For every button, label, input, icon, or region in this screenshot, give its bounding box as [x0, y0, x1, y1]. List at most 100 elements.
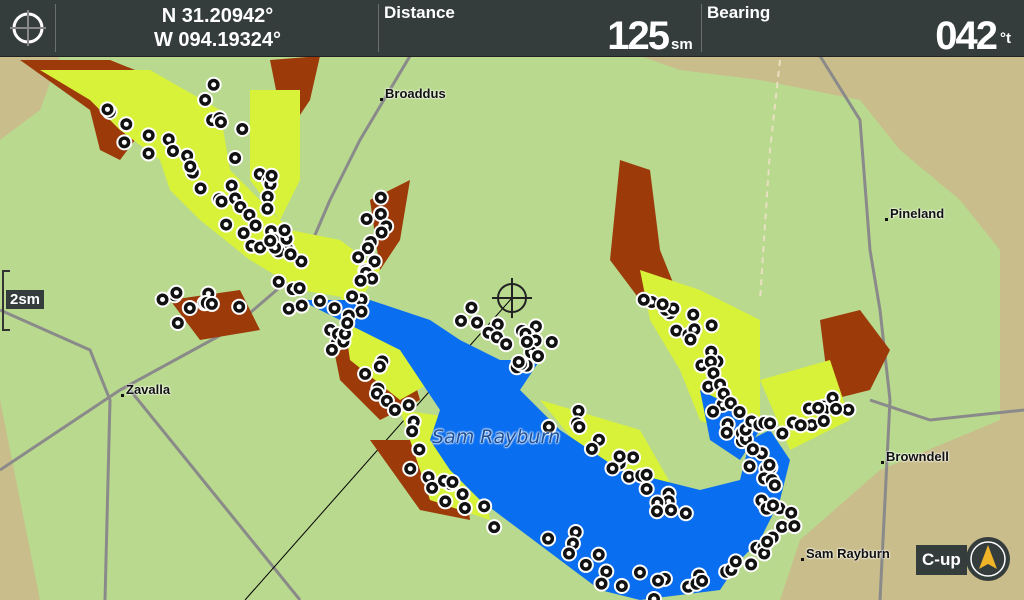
waypoint-icon[interactable] [677, 505, 694, 522]
orientation-button[interactable]: C-up [916, 545, 967, 575]
waypoint-icon[interactable] [598, 563, 615, 580]
waypoint-icon[interactable] [540, 530, 557, 547]
waypoint-icon[interactable] [358, 210, 375, 227]
waypoint-icon[interactable] [766, 477, 783, 494]
waypoint-icon[interactable] [311, 292, 328, 309]
waypoint-icon[interactable] [815, 412, 832, 429]
waypoint-icon[interactable] [625, 449, 642, 466]
waypoint-icon[interactable] [259, 200, 276, 217]
waypoint-icon[interactable] [756, 545, 773, 562]
waypoint-icon[interactable] [786, 518, 803, 535]
waypoint-icon[interactable] [276, 222, 293, 239]
waypoint-icon[interactable] [247, 217, 264, 234]
waypoint-icon[interactable] [702, 353, 719, 370]
waypoint-icon[interactable] [577, 556, 594, 573]
waypoint-icon[interactable] [510, 353, 527, 370]
waypoint-icon[interactable] [685, 306, 702, 323]
waypoint-icon[interactable] [570, 402, 587, 419]
waypoint-icon[interactable] [212, 114, 229, 131]
waypoint-icon[interactable] [741, 458, 758, 475]
waypoint-icon[interactable] [99, 101, 116, 118]
waypoint-icon[interactable] [774, 518, 791, 535]
waypoint-icon[interactable] [344, 288, 361, 305]
waypoint-icon[interactable] [654, 296, 671, 313]
waypoint-icon[interactable] [192, 180, 209, 197]
waypoint-icon[interactable] [235, 225, 252, 242]
waypoint-icon[interactable] [663, 502, 680, 519]
waypoint-icon[interactable] [648, 503, 665, 520]
waypoint-icon[interactable] [223, 177, 240, 194]
waypoint-icon[interactable] [561, 545, 578, 562]
waypoint-icon[interactable] [718, 424, 735, 441]
waypoint-icon[interactable] [613, 578, 630, 595]
waypoint-icon[interactable] [444, 474, 461, 491]
waypoint-icon[interactable] [761, 456, 778, 473]
waypoint-icon[interactable] [372, 205, 389, 222]
waypoint-icon[interactable] [372, 189, 389, 206]
waypoint-icon[interactable] [705, 365, 722, 382]
cursor-crosshair-icon[interactable] [8, 8, 48, 48]
waypoint-icon[interactable] [386, 402, 403, 419]
waypoint-icon[interactable] [234, 120, 251, 137]
waypoint-icon[interactable] [469, 314, 486, 331]
waypoint-icon[interactable] [140, 127, 157, 144]
waypoint-icon[interactable] [638, 480, 655, 497]
waypoint-icon[interactable] [259, 188, 276, 205]
waypoint-icon[interactable] [182, 158, 199, 175]
waypoint-icon[interactable] [371, 358, 388, 375]
waypoint-icon[interactable] [463, 299, 480, 316]
waypoint-icon[interactable] [703, 317, 720, 334]
waypoint-icon[interactable] [700, 378, 717, 395]
waypoint-icon[interactable] [635, 291, 652, 308]
waypoint-icon[interactable] [154, 291, 171, 308]
waypoint-icon[interactable] [197, 91, 214, 108]
waypoint-icon[interactable] [282, 246, 299, 263]
waypoint-icon[interactable] [437, 493, 454, 510]
waypoint-icon[interactable] [456, 500, 473, 517]
waypoint-icon[interactable] [590, 431, 607, 448]
waypoint-icon[interactable] [453, 312, 470, 329]
waypoint-icon[interactable] [604, 460, 621, 477]
waypoint-icon[interactable] [765, 497, 782, 514]
waypoint-icon[interactable] [486, 519, 503, 536]
waypoint-icon[interactable] [169, 314, 186, 331]
waypoint-icon[interactable] [828, 400, 845, 417]
waypoint-icon[interactable] [743, 556, 760, 573]
waypoint-icon[interactable] [621, 468, 638, 485]
waypoint-icon[interactable] [530, 348, 547, 365]
waypoint-icon[interactable] [810, 399, 827, 416]
waypoint-icon[interactable] [205, 76, 222, 93]
waypoint-icon[interactable] [402, 460, 419, 477]
waypoint-icon[interactable] [140, 145, 157, 162]
waypoint-icon[interactable] [774, 425, 791, 442]
waypoint-icon[interactable] [759, 533, 776, 550]
waypoint-icon[interactable] [762, 415, 779, 432]
waypoint-icon[interactable] [270, 273, 287, 290]
waypoint-icon[interactable] [611, 448, 628, 465]
waypoint-icon[interactable] [339, 315, 356, 332]
waypoint-icon[interactable] [353, 303, 370, 320]
waypoint-icon[interactable] [404, 423, 421, 440]
waypoint-icon[interactable] [350, 249, 367, 266]
waypoint-icon[interactable] [454, 486, 471, 503]
waypoint-icon[interactable] [803, 417, 820, 434]
waypoints[interactable] [99, 76, 857, 600]
waypoint-icon[interactable] [357, 365, 374, 382]
waypoint-icon[interactable] [476, 498, 493, 515]
waypoint-icon[interactable] [227, 149, 244, 166]
waypoint-icon[interactable] [590, 546, 607, 563]
waypoint-icon[interactable] [668, 322, 685, 339]
waypoint-icon[interactable] [168, 284, 185, 301]
waypoint-icon[interactable] [631, 564, 648, 581]
waypoint-icon[interactable] [291, 280, 308, 297]
waypoint-icon[interactable] [783, 504, 800, 521]
waypoint-icon[interactable] [731, 403, 748, 420]
waypoint-icon[interactable] [116, 134, 133, 151]
waypoint-icon[interactable] [571, 418, 588, 435]
waypoint-icon[interactable] [518, 333, 535, 350]
waypoint-icon[interactable] [400, 397, 417, 414]
waypoint-icon[interactable] [411, 441, 428, 458]
waypoint-icon[interactable] [280, 300, 297, 317]
waypoint-icon[interactable] [498, 336, 515, 353]
